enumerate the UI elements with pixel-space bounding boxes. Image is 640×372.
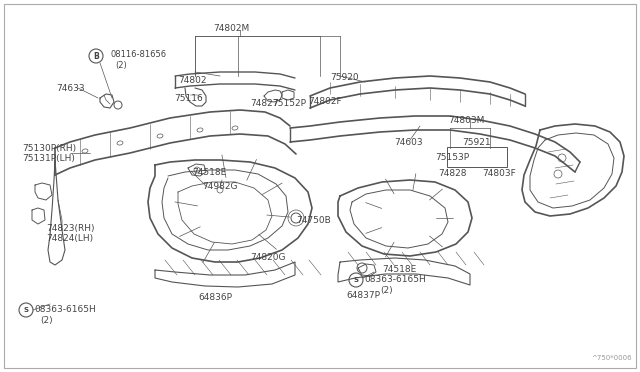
Text: 74518E: 74518E (192, 167, 227, 176)
Text: (2): (2) (380, 286, 392, 295)
Text: 74518E: 74518E (382, 266, 416, 275)
Text: 75920: 75920 (330, 73, 358, 81)
Text: 75131P(LH): 75131P(LH) (22, 154, 75, 163)
Text: ^750*0006: ^750*0006 (591, 355, 632, 361)
Text: (2): (2) (115, 61, 127, 70)
Text: 08363-6165H: 08363-6165H (364, 276, 426, 285)
Text: 75116: 75116 (174, 93, 203, 103)
Text: 64836P: 64836P (198, 294, 232, 302)
Text: 74823(RH): 74823(RH) (46, 224, 95, 232)
Text: 74820G: 74820G (250, 253, 285, 263)
Text: 74802: 74802 (178, 76, 207, 84)
Text: 74802M: 74802M (213, 23, 249, 32)
Text: 74803M: 74803M (448, 115, 484, 125)
Text: 75130P(RH): 75130P(RH) (22, 144, 76, 153)
Text: 08363-6165H: 08363-6165H (34, 305, 96, 314)
Text: 74828: 74828 (438, 169, 467, 177)
Text: 74633: 74633 (56, 83, 84, 93)
Text: 08116-81656: 08116-81656 (110, 49, 166, 58)
Text: (2): (2) (40, 317, 52, 326)
Text: B: B (93, 51, 99, 61)
Text: 74982G: 74982G (202, 182, 237, 190)
Text: 74750B: 74750B (296, 215, 331, 224)
Text: 75152P: 75152P (272, 99, 306, 108)
Text: 75921: 75921 (462, 138, 491, 147)
Text: 74802F: 74802F (308, 96, 342, 106)
Text: 74827: 74827 (250, 99, 278, 108)
Text: S: S (353, 277, 358, 283)
Text: 74803F: 74803F (482, 169, 516, 177)
Text: 74603: 74603 (394, 138, 422, 147)
Text: 75153P: 75153P (435, 153, 469, 161)
Text: 64837P: 64837P (346, 292, 380, 301)
Text: 74824(LH): 74824(LH) (46, 234, 93, 243)
Text: S: S (24, 307, 29, 313)
